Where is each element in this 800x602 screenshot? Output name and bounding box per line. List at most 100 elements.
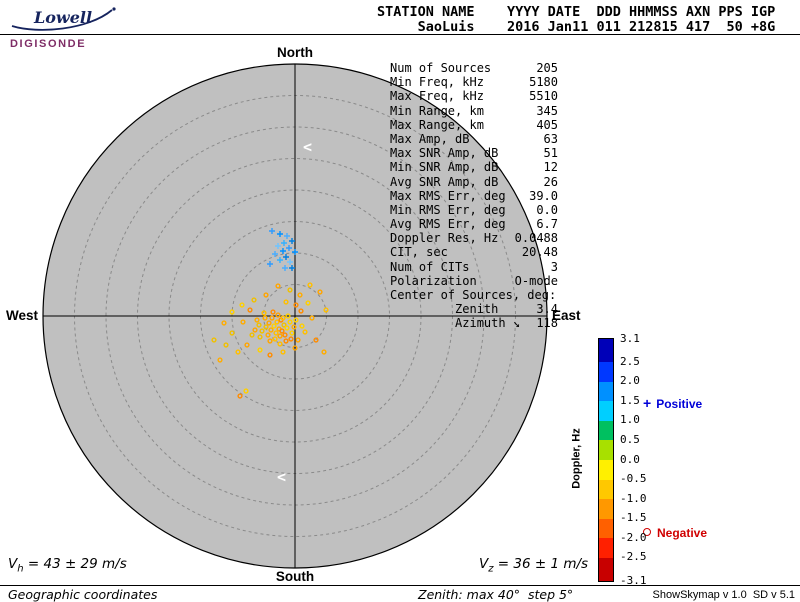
stat-row: Min RMS Err, deg 0.0 bbox=[390, 203, 558, 217]
colorbar-band bbox=[599, 339, 613, 363]
stat-label: Zenith bbox=[390, 302, 499, 317]
stat-row: Avg SNR Amp, dB 26 bbox=[390, 175, 558, 189]
source-point-negative bbox=[293, 302, 299, 308]
stat-value: O-mode bbox=[514, 273, 558, 288]
source-point-negative bbox=[270, 309, 276, 315]
stat-row: Max Freq, kHz 5510 bbox=[390, 89, 558, 103]
stat-value: 3 bbox=[550, 259, 558, 274]
stat-row: Min Range, km 345 bbox=[390, 104, 558, 118]
colorbar-tick-label: 3.1 bbox=[620, 331, 640, 345]
source-point-negative bbox=[285, 313, 291, 319]
source-point-negative bbox=[271, 323, 277, 329]
source-point-positive bbox=[286, 245, 292, 251]
header-column-titles: STATION NAME YYYY DATE DDD HHMMSS AXN PP… bbox=[377, 4, 776, 20]
stat-row: Max Range, km 405 bbox=[390, 118, 558, 132]
colorbar-band bbox=[599, 460, 613, 480]
source-point-negative bbox=[297, 292, 303, 298]
source-point-negative bbox=[254, 317, 260, 323]
source-point-negative bbox=[284, 325, 290, 331]
source-point-negative bbox=[259, 328, 265, 334]
stat-row: Num of CITs 3 bbox=[390, 260, 558, 274]
legend-negative: Negative bbox=[643, 526, 707, 540]
source-point-negative bbox=[272, 336, 278, 342]
source-point-negative bbox=[307, 282, 313, 288]
source-point-negative bbox=[313, 337, 319, 343]
legend-negative-label: Negative bbox=[657, 526, 708, 540]
logo-digisonde-text: DIGISONDE bbox=[10, 38, 87, 50]
source-point-negative bbox=[239, 302, 245, 308]
source-point-negative bbox=[265, 332, 271, 338]
white-chevron-marker: < bbox=[277, 468, 286, 486]
colorbar-band bbox=[599, 518, 613, 539]
colorbar-tick-label: 0.5 bbox=[620, 432, 640, 446]
source-point-negative bbox=[291, 324, 297, 330]
source-point-positive bbox=[277, 231, 283, 237]
stat-row: Min SNR Amp, dB 12 bbox=[390, 160, 558, 174]
colorbar-tick-label: -1.5 bbox=[620, 511, 647, 525]
source-point-negative bbox=[229, 309, 235, 315]
source-point-negative bbox=[289, 330, 295, 336]
legend-positive: + Positive bbox=[643, 395, 702, 411]
stat-value: 5510 bbox=[529, 89, 558, 104]
stat-value: 6.7 bbox=[536, 217, 558, 232]
source-point-negative bbox=[267, 352, 273, 358]
stat-value: 20.48 bbox=[521, 245, 558, 260]
stat-row: Max SNR Amp, dB 51 bbox=[390, 146, 558, 160]
stat-label: Doppler Res, Hz bbox=[390, 231, 499, 246]
stat-label: Max Freq, kHz bbox=[390, 89, 484, 104]
source-point-positive bbox=[269, 228, 275, 234]
source-point-positive bbox=[267, 261, 273, 267]
colorbar-tick-label: 1.0 bbox=[620, 413, 640, 427]
stat-label: Num of Sources bbox=[390, 61, 492, 75]
stat-row: Min Freq, kHz 5180 bbox=[390, 75, 558, 89]
app-version-label: ShowSkymap v 1.0 SD v 5.1 bbox=[652, 589, 795, 601]
stat-row: Azimuth ↘ 118 bbox=[390, 316, 558, 330]
colorbar-band bbox=[599, 538, 613, 558]
source-point-negative bbox=[262, 315, 268, 321]
colorbar-tick-label: -0.5 bbox=[620, 472, 647, 486]
stat-label: Min SNR Amp, dB bbox=[390, 160, 499, 175]
colorbar-tick-label: -2.0 bbox=[620, 530, 647, 544]
source-point-negative bbox=[305, 300, 311, 306]
source-point-negative bbox=[252, 327, 258, 333]
source-point-negative bbox=[261, 310, 267, 316]
stat-value: 26 bbox=[543, 174, 558, 189]
source-point-negative bbox=[277, 333, 283, 339]
source-point-negative bbox=[247, 307, 253, 313]
vertical-velocity-readout: Vz = 36 ± 1 m/s bbox=[479, 556, 588, 575]
source-point-negative bbox=[277, 341, 283, 347]
stat-value: 51 bbox=[543, 146, 558, 161]
coordinates-mode-label: Geographic coordinates bbox=[8, 587, 158, 602]
source-point-negative bbox=[273, 330, 279, 336]
source-point-negative bbox=[275, 312, 281, 318]
source-point-positive bbox=[289, 265, 295, 271]
header-station-values: SaoLuis 2016 Jan11 011 212815 417 50 +8G bbox=[377, 19, 776, 35]
source-point-negative bbox=[283, 338, 289, 344]
source-point-negative bbox=[323, 307, 329, 313]
source-point-negative bbox=[240, 319, 246, 325]
source-point-negative bbox=[282, 332, 288, 338]
stat-label: CIT, sec bbox=[390, 245, 448, 260]
stat-label: Min RMS Err, deg bbox=[390, 202, 506, 217]
stat-value: 345 bbox=[536, 103, 558, 118]
source-point-negative bbox=[263, 292, 269, 298]
source-point-positive bbox=[283, 254, 289, 260]
colorbar-title: Doppler, Hz bbox=[570, 428, 583, 489]
source-point-negative bbox=[244, 342, 250, 348]
stat-label: Azimuth ↘ bbox=[390, 316, 521, 331]
compass-north-label: North bbox=[277, 45, 313, 60]
source-point-negative bbox=[321, 349, 327, 355]
stat-value: 63 bbox=[543, 131, 558, 146]
source-point-positive bbox=[272, 251, 278, 257]
vz-symbol: V bbox=[479, 556, 489, 572]
stat-row: Max Amp, dB 63 bbox=[390, 132, 558, 146]
lowell-digisonde-logo: Lowell DIGISONDE bbox=[6, 2, 136, 50]
horizontal-velocity-readout: Vh = 43 ± 29 m/s bbox=[8, 556, 127, 575]
stat-row: Max RMS Err, deg 39.0 bbox=[390, 189, 558, 203]
source-point-negative bbox=[267, 338, 273, 344]
source-point-negative bbox=[257, 347, 263, 353]
source-point-negative bbox=[229, 330, 235, 336]
zenith-scale-label: Zenith: max 40° step 5° bbox=[418, 587, 574, 602]
stat-row: Avg RMS Err, deg 6.7 bbox=[390, 217, 558, 231]
